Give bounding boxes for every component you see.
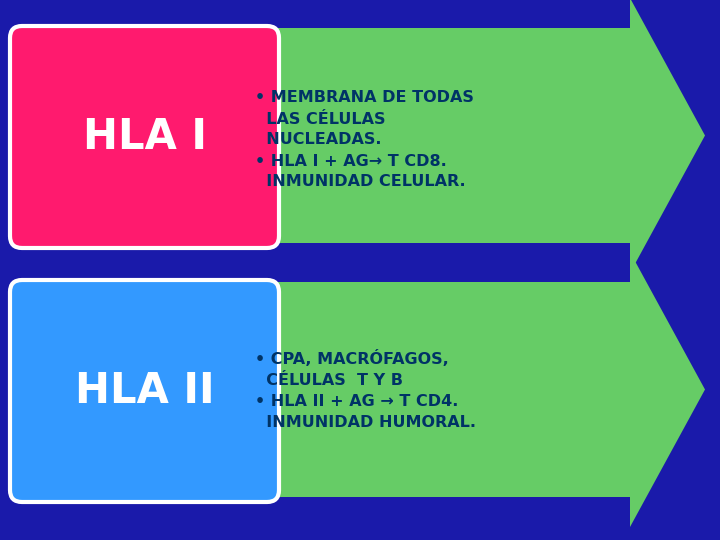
Polygon shape — [175, 252, 705, 527]
Text: • MEMBRANA DE TODAS
  LAS CÉLULAS
  NUCLEADAS.
• HLA I + AG→ T CD8.
  INMUNIDAD : • MEMBRANA DE TODAS LAS CÉLULAS NUCLEADA… — [255, 91, 474, 190]
Polygon shape — [175, 0, 705, 273]
Text: HLA I: HLA I — [83, 116, 207, 158]
FancyBboxPatch shape — [10, 26, 279, 248]
FancyBboxPatch shape — [10, 280, 279, 502]
Text: HLA II: HLA II — [75, 370, 215, 412]
Text: • CPA, MACRÓFAGOS,
  CÉLULAS  T Y B
• HLA II + AG → T CD4.
  INMUNIDAD HUMORAL.: • CPA, MACRÓFAGOS, CÉLULAS T Y B • HLA I… — [255, 350, 476, 430]
